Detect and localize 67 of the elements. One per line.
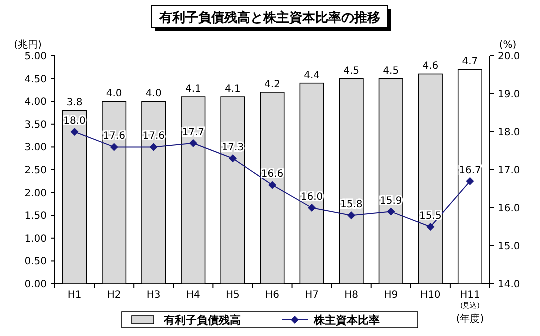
y-tick-label: 4.50 — [24, 74, 47, 86]
point — [387, 208, 396, 216]
data-label: 15.9 — [380, 196, 402, 207]
data-label: 4.0 — [146, 88, 162, 100]
data-label: 4.5 — [344, 66, 360, 77]
x-tick-label: H8 — [344, 290, 359, 301]
point — [466, 177, 474, 186]
y2-tick-label: 18.0 — [498, 128, 520, 138]
data-label: 4.7 — [462, 56, 478, 68]
x-axis-title: (年度) — [456, 313, 484, 325]
y-tick-label: 3.50 — [24, 120, 47, 131]
x-tick-label: H6 — [266, 290, 280, 301]
point — [228, 154, 237, 163]
x-tick-label: H5 — [226, 290, 240, 301]
y-tick-label: 0.50 — [24, 256, 47, 268]
y2-axis-title: (%) — [499, 40, 517, 51]
data-label: 17.7 — [182, 127, 205, 138]
data-label: 16.0 — [300, 192, 324, 203]
data-label: 3.8 — [66, 98, 83, 109]
data-label: 15.8 — [340, 200, 363, 211]
data-label: 4.0 — [106, 88, 122, 100]
y-axis-title: (兆円) — [14, 39, 42, 51]
y-tick-label: 2.50 — [24, 166, 47, 176]
data-label: 4.5 — [383, 66, 400, 77]
x-tick-label: H3 — [146, 290, 161, 301]
point — [70, 128, 79, 136]
data-label: 16.6 — [261, 169, 284, 180]
y-tick-label: 5.00 — [24, 52, 47, 62]
legend-label: 有利子負債残高 — [163, 314, 241, 327]
data-label: 4.6 — [422, 61, 439, 72]
y2-tick-label: 17.0 — [498, 166, 520, 176]
x-tick-label: H10 — [420, 290, 441, 301]
point — [426, 223, 435, 231]
data-label: 17.3 — [222, 142, 244, 154]
data-label: 4.2 — [264, 79, 280, 90]
y-tick-label: 0.00 — [24, 280, 47, 290]
x-tick-label: H2 — [107, 290, 122, 301]
data-label: 17.6 — [142, 131, 165, 142]
data-label: 4.4 — [304, 70, 320, 82]
x-tick-label: H11 — [460, 290, 480, 301]
point — [110, 143, 118, 152]
legend-label: 株主資本比率 — [313, 314, 380, 327]
y-tick-label: 2.00 — [24, 188, 47, 200]
point — [189, 139, 198, 148]
x-tick-label: H1 — [68, 290, 82, 301]
x-tick-label: H4 — [186, 290, 200, 301]
y-tick-label: 3.00 — [24, 142, 47, 154]
y-tick-label: 1.00 — [24, 234, 47, 245]
point — [348, 212, 356, 220]
data-label: 16.7 — [459, 165, 482, 176]
data-label: 17.6 — [103, 131, 126, 142]
data-label: 18.0 — [64, 116, 86, 127]
y2-tick-label: 15.0 — [498, 242, 520, 252]
y2-tick-label: 19.0 — [498, 90, 520, 100]
chart-title: 有利子負債残高と株主資本比率の推移 — [158, 10, 380, 26]
x-tick-label: H9 — [384, 290, 398, 301]
point — [150, 143, 158, 152]
y2-tick-label: 20.0 — [498, 52, 520, 62]
data-label: 4.1 — [225, 84, 241, 96]
y-tick-label: 1.50 — [24, 211, 47, 222]
data-label: 4.1 — [185, 84, 202, 96]
point — [308, 204, 316, 212]
point — [268, 181, 276, 190]
x-tick-label: H7 — [305, 290, 319, 301]
y2-tick-label: 14.0 — [498, 280, 520, 290]
y-tick-label: 4.00 — [24, 97, 47, 108]
y2-tick-label: 16.0 — [498, 204, 520, 214]
